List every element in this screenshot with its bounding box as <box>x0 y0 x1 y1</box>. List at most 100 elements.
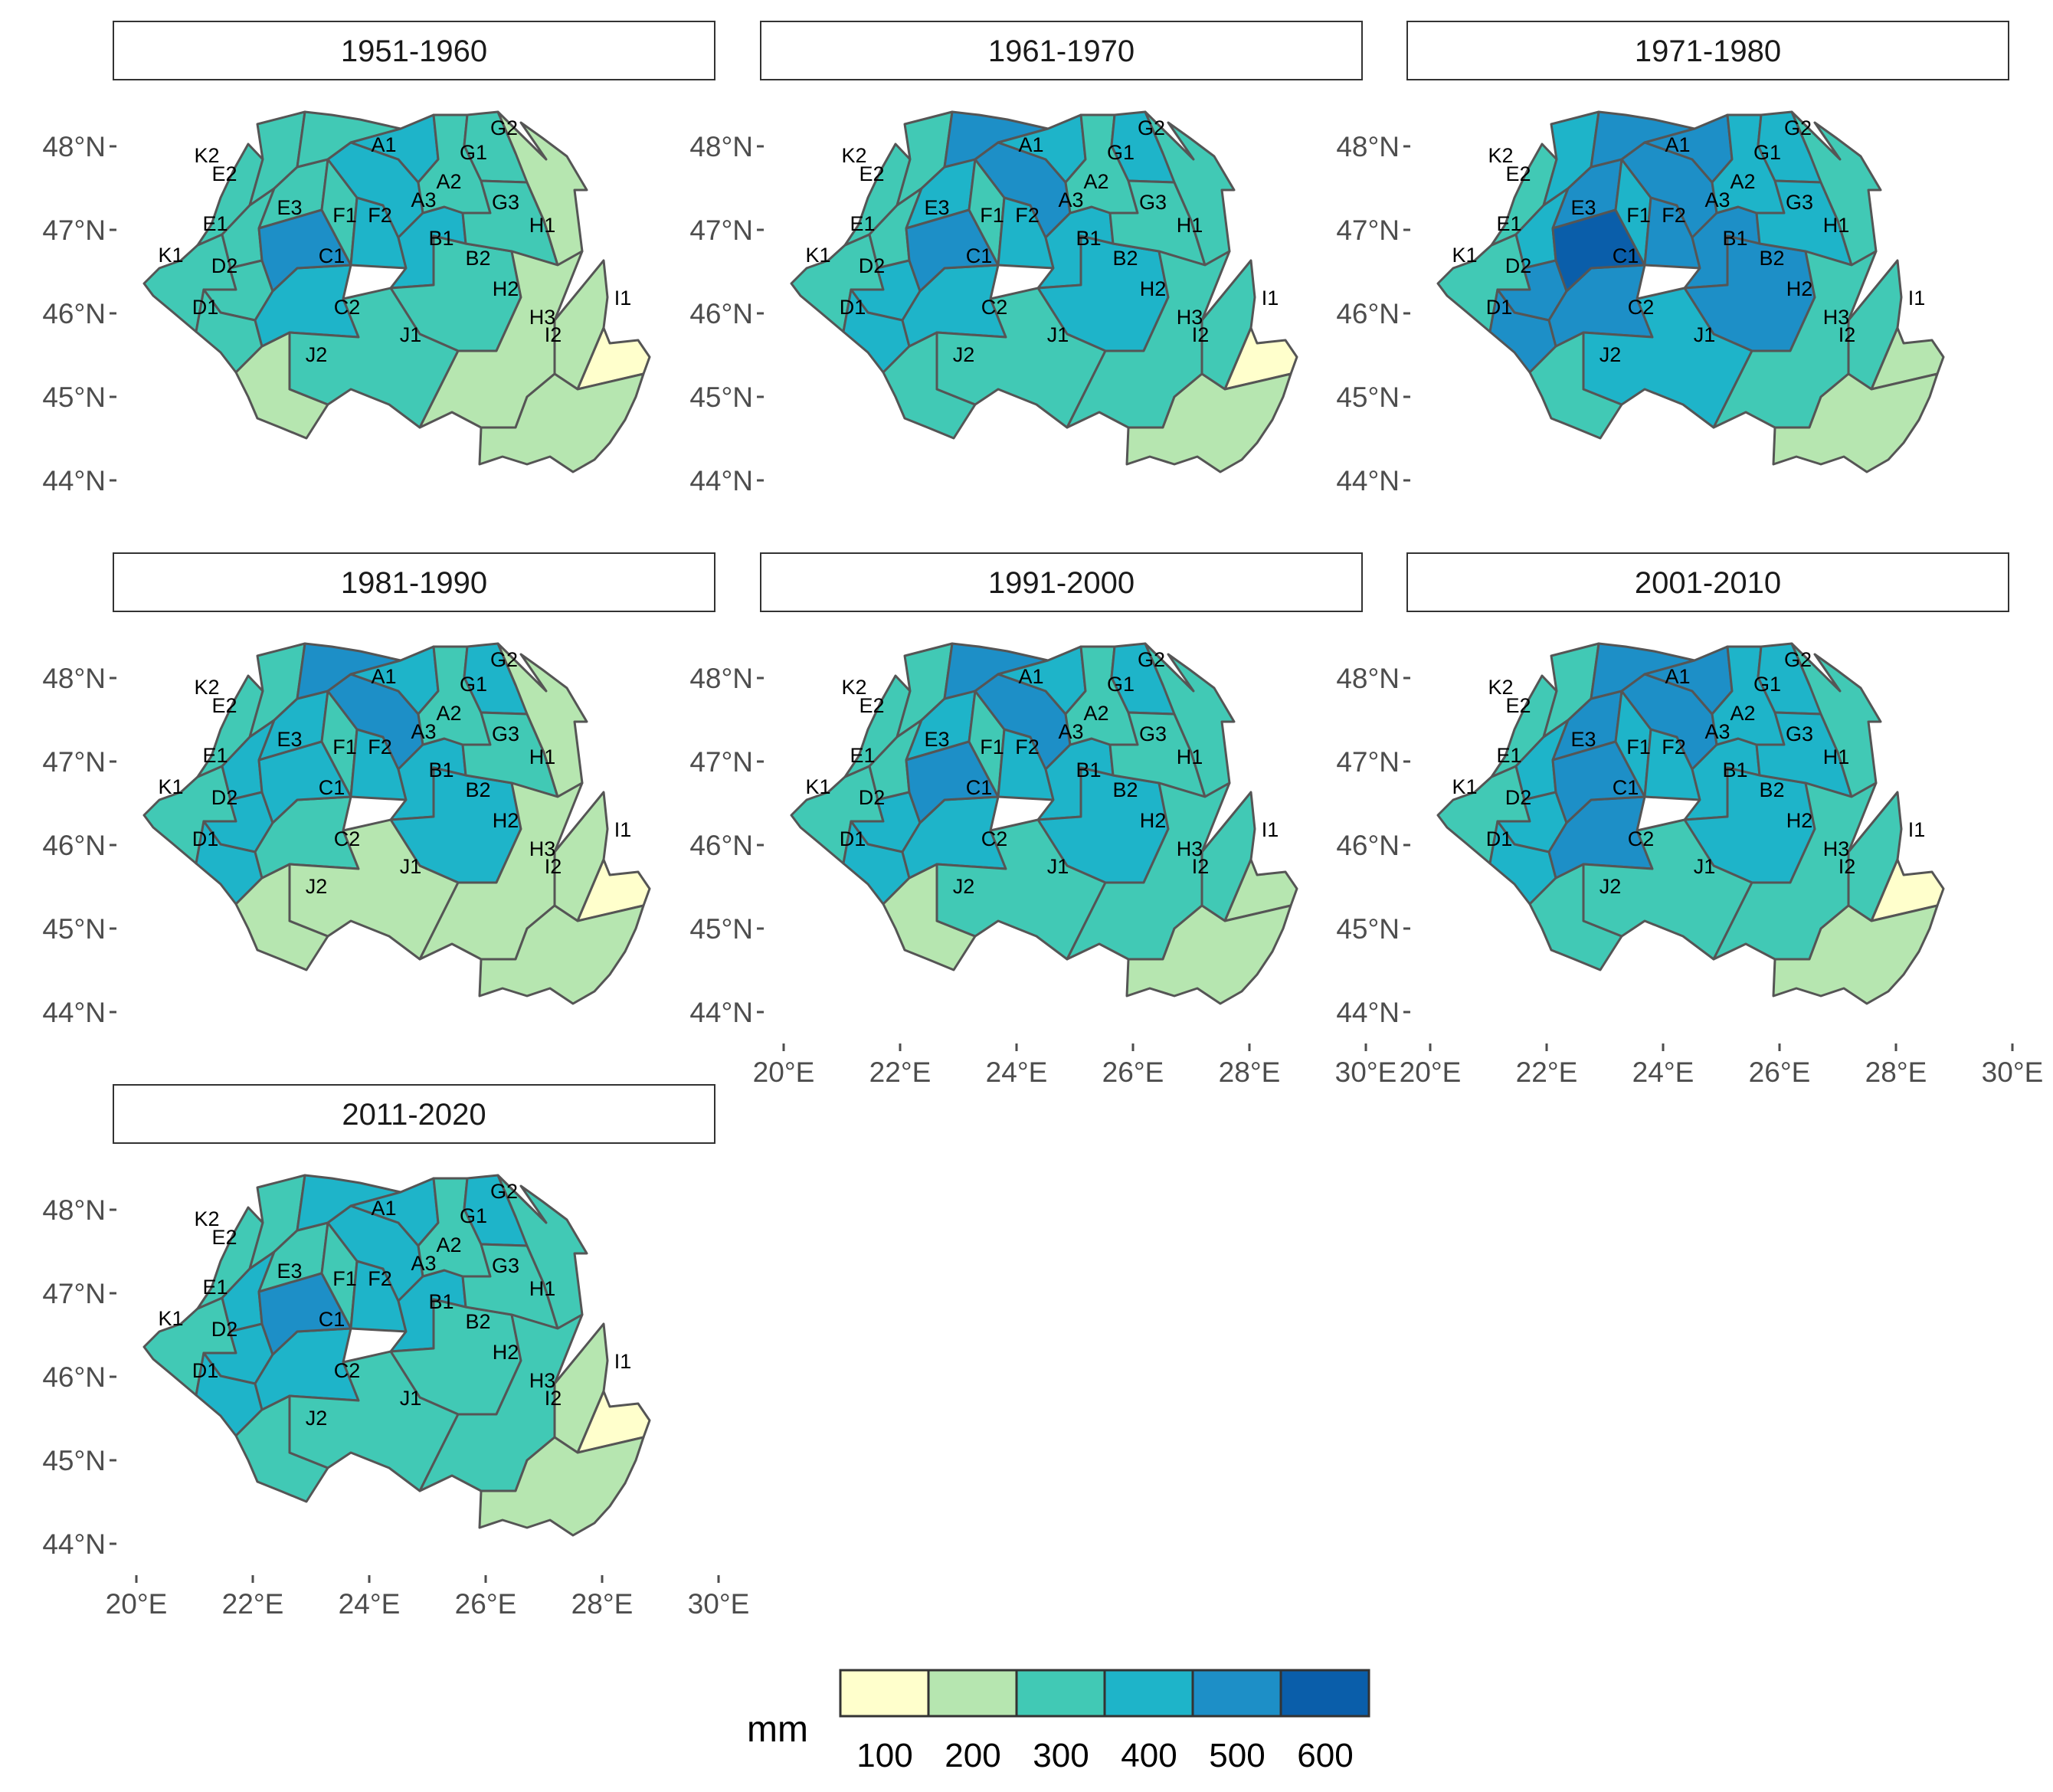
x-tick-label: 26°E <box>455 1588 517 1620</box>
region-label: H2 <box>493 277 519 300</box>
region-label: A3 <box>1058 720 1083 743</box>
y-tick-label: 45°N <box>42 1445 106 1476</box>
y-tick-label: 48°N <box>42 131 106 162</box>
y-tick-label: 46°N <box>42 830 106 861</box>
legend-key <box>927 1669 1018 1718</box>
region-label: G1 <box>1107 673 1135 696</box>
region-label: B2 <box>465 247 490 270</box>
region-label: D1 <box>840 827 866 850</box>
legend-label: 400 <box>1121 1737 1177 1774</box>
legend-key <box>1103 1669 1194 1718</box>
y-tick-label: 48°N <box>1336 131 1400 162</box>
y-tick-label: 48°N <box>689 663 753 694</box>
region-label: F1 <box>980 735 1004 758</box>
region-label: A1 <box>1018 133 1043 156</box>
region-label: I2 <box>545 323 562 346</box>
x-tick-label: 22°E <box>222 1588 284 1620</box>
y-tick-label: 47°N <box>42 215 106 246</box>
region-label: B1 <box>1722 758 1747 781</box>
y-tick-label: 46°N <box>1336 830 1400 861</box>
region-label: D1 <box>840 296 866 319</box>
x-tick-label: 24°E <box>986 1057 1048 1088</box>
region-label: F1 <box>1626 204 1651 227</box>
y-tick-label: 45°N <box>689 382 753 413</box>
region-label: A2 <box>1730 170 1755 193</box>
panel-strip <box>1406 552 2009 612</box>
region-i2 <box>478 1436 645 1537</box>
region-i2 <box>478 904 645 1005</box>
region-label: F2 <box>1015 204 1040 227</box>
x-tick-label: 26°E <box>1102 1057 1164 1088</box>
region-label: K1 <box>158 775 183 798</box>
region-label: J2 <box>306 1407 328 1430</box>
region-label: A1 <box>371 133 396 156</box>
region-label: H1 <box>529 214 556 237</box>
y-tick-label: 47°N <box>42 1278 106 1309</box>
region-label: I2 <box>545 855 562 878</box>
panel-strip <box>1406 21 2009 80</box>
region-label: E1 <box>1496 744 1521 767</box>
region-label: A3 <box>411 1252 436 1275</box>
x-tick-label: 20°E <box>753 1057 815 1088</box>
region-label: K1 <box>158 244 183 267</box>
y-tick-label: 46°N <box>689 298 753 329</box>
region-label: J1 <box>1694 323 1716 346</box>
region-label: K2 <box>841 144 866 167</box>
region-label: F2 <box>1662 735 1686 758</box>
region-j1 <box>1582 287 1753 429</box>
region-label: A3 <box>1704 720 1730 743</box>
region-label: D2 <box>859 254 886 277</box>
region-label: E2 <box>859 162 884 185</box>
y-tick-label: 48°N <box>689 131 753 162</box>
region-label: F2 <box>368 1267 392 1290</box>
y-tick-label: 45°N <box>1336 382 1400 413</box>
y-tick-label: 45°N <box>689 913 753 945</box>
region-label: G3 <box>1786 191 1813 214</box>
region-label: K1 <box>805 775 830 798</box>
region-label: G1 <box>1753 673 1781 696</box>
region-label: A2 <box>436 702 461 725</box>
panel-strip <box>113 552 715 612</box>
legend-title: mm <box>747 1709 808 1750</box>
x-tick-label: 30°E <box>1335 1057 1397 1088</box>
region-label: B2 <box>1759 247 1784 270</box>
region-label: D2 <box>859 786 886 809</box>
region-j1 <box>935 818 1107 961</box>
region-label: J2 <box>1600 343 1622 366</box>
y-tick-label: 47°N <box>689 746 753 778</box>
region-label: E3 <box>924 728 949 751</box>
panel-title: 2011-2020 <box>342 1098 486 1132</box>
region-label: H1 <box>1177 214 1203 237</box>
y-tick-label: 48°N <box>1336 663 1400 694</box>
region-label: G3 <box>1139 191 1167 214</box>
y-tick-label: 44°N <box>1336 997 1400 1028</box>
x-tick-label: 28°E <box>1865 1057 1927 1088</box>
region-label: B1 <box>1076 227 1101 250</box>
legend-label: 100 <box>856 1737 912 1774</box>
region-label: E2 <box>1505 162 1531 185</box>
region-label: G2 <box>490 1180 518 1203</box>
region-label: E3 <box>1570 196 1596 219</box>
region-label: I2 <box>1839 855 1856 878</box>
region-label: C2 <box>1628 296 1655 319</box>
region-label: F1 <box>332 1267 357 1290</box>
region-label: E1 <box>850 744 875 767</box>
region-label: G1 <box>1107 141 1135 164</box>
legend-label: 500 <box>1209 1737 1265 1774</box>
region-label: J1 <box>1694 855 1716 878</box>
panel-title: 1951-1960 <box>341 34 487 68</box>
region-label: K2 <box>194 676 219 699</box>
region-label: B2 <box>465 1310 490 1333</box>
region-i2 <box>1125 904 1292 1005</box>
legend-label: 200 <box>945 1737 1000 1774</box>
region-label: J1 <box>1047 323 1069 346</box>
y-tick-label: 45°N <box>1336 913 1400 945</box>
y-tick-label: 45°N <box>42 913 106 945</box>
region-label: J2 <box>1600 875 1622 898</box>
region-label: C1 <box>966 776 993 799</box>
